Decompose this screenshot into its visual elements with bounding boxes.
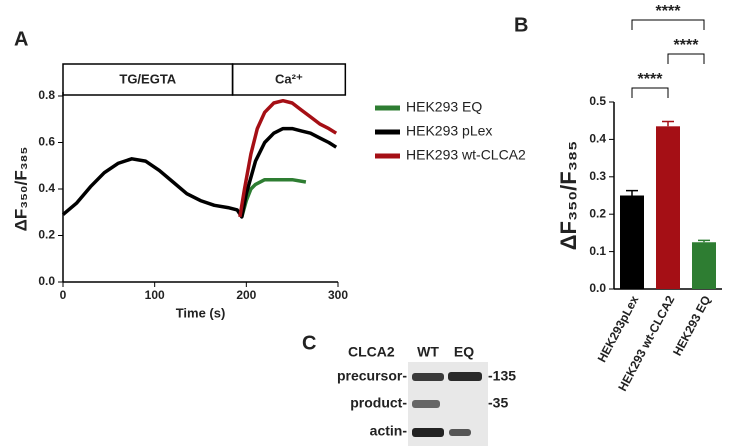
y-tick-label: 0.4 <box>38 181 55 195</box>
blot-band <box>412 373 444 381</box>
y-tick-label: 0.2 <box>589 206 606 220</box>
y-tick-label: 0.2 <box>38 228 55 242</box>
y-tick-label: 0.0 <box>589 281 606 295</box>
significance-label: **** <box>674 37 700 54</box>
phase-box <box>231 63 347 96</box>
legend-label: HEK293 pLex <box>406 123 492 139</box>
lane-label: EQ <box>454 344 474 360</box>
x-tick-label: 200 <box>236 288 256 302</box>
significance-label: **** <box>638 71 664 88</box>
significance-bracket <box>631 19 705 30</box>
blot-band <box>412 400 440 408</box>
data-line <box>240 177 307 218</box>
blot-band <box>412 428 444 437</box>
error-bar <box>626 189 638 196</box>
lane-label: WT <box>417 344 439 360</box>
error-bar <box>662 120 674 127</box>
phase-label: Ca²⁺ <box>275 71 303 86</box>
size-marker: -35 <box>488 395 508 411</box>
row-label: precursor- <box>337 368 407 384</box>
bar <box>692 242 716 289</box>
blot-protein: CLCA2 <box>348 344 395 360</box>
bar <box>620 195 644 289</box>
significance-bracket <box>667 53 705 64</box>
significance-bracket <box>631 87 669 98</box>
x-tick-label: 0 <box>60 288 67 302</box>
y-tick-label: 0.8 <box>38 88 55 102</box>
phase-label: TG/EGTA <box>119 71 176 86</box>
size-marker: -135 <box>488 368 516 384</box>
data-line <box>238 98 338 218</box>
x-tick-label: 300 <box>328 288 348 302</box>
y-tick-label: 0.6 <box>38 135 55 149</box>
legend-label: HEK293 wt-CLCA2 <box>406 147 526 163</box>
blot-band <box>448 372 482 381</box>
panel-label: A <box>14 28 28 50</box>
y-tick-label: 0.0 <box>38 274 55 288</box>
error-bar <box>698 239 710 243</box>
x-tick-label: 100 <box>145 288 165 302</box>
data-line <box>61 126 338 219</box>
row-label: actin- <box>370 423 408 439</box>
significance-label: **** <box>656 3 682 20</box>
blot-band <box>449 429 471 436</box>
y-tick-label: 0.1 <box>589 244 606 258</box>
x-tick-label: HEK293 EQ <box>670 293 713 358</box>
bar <box>656 126 680 289</box>
y-axis-label: ΔF₃₅₀/F₃₈₅ <box>556 141 581 251</box>
panel-label: C <box>302 332 316 354</box>
x-axis-label: Time (s) <box>176 305 226 320</box>
row-label: product- <box>350 395 407 411</box>
y-tick-label: 0.5 <box>589 94 606 108</box>
y-tick-label: 0.3 <box>589 169 606 183</box>
y-tick-label: 0.4 <box>589 132 606 146</box>
y-axis-label: ΔF₃₅₀/F₃₈₅ <box>11 147 30 232</box>
legend-label: HEK293 EQ <box>406 99 482 115</box>
panel-label: B <box>514 14 528 36</box>
